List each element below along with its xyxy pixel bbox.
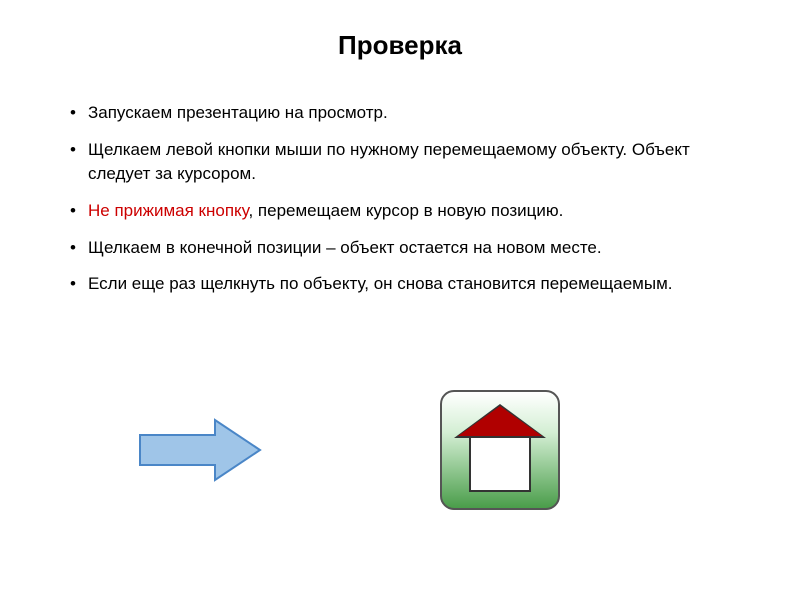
- house-graphic: [440, 390, 560, 510]
- list-item-text: Если еще раз щелкнуть по объекту, он сно…: [88, 274, 672, 293]
- page-title: Проверка: [50, 30, 750, 61]
- list-item: Щелкаем левой кнопки мыши по нужному пер…: [70, 138, 750, 187]
- list-item-highlight: Не прижимая кнопку: [88, 201, 248, 220]
- list-item-rest: , перемещаем курсор в новую позицию.: [248, 201, 563, 220]
- house-roof-icon: [458, 406, 542, 436]
- list-item-text: Щелкаем в конечной позиции – объект оста…: [88, 238, 602, 257]
- bullet-list: Запускаем презентацию на просмотр. Щелка…: [50, 101, 750, 297]
- list-item: Не прижимая кнопку, перемещаем курсор в …: [70, 199, 750, 224]
- list-item: Щелкаем в конечной позиции – объект оста…: [70, 236, 750, 261]
- house-wall: [469, 436, 531, 492]
- right-arrow-icon: [135, 415, 265, 485]
- house-box: [440, 390, 560, 510]
- list-item-text: Щелкаем левой кнопки мыши по нужному пер…: [88, 140, 690, 184]
- list-item: Если еще раз щелкнуть по объекту, он сно…: [70, 272, 750, 297]
- arrow-shape: [140, 420, 260, 480]
- list-item: Запускаем презентацию на просмотр.: [70, 101, 750, 126]
- arrow-graphic: [135, 415, 265, 490]
- list-item-text: Запускаем презентацию на просмотр.: [88, 103, 388, 122]
- slide: Проверка Запускаем презентацию на просмо…: [0, 0, 800, 600]
- graphics-row: [0, 390, 800, 530]
